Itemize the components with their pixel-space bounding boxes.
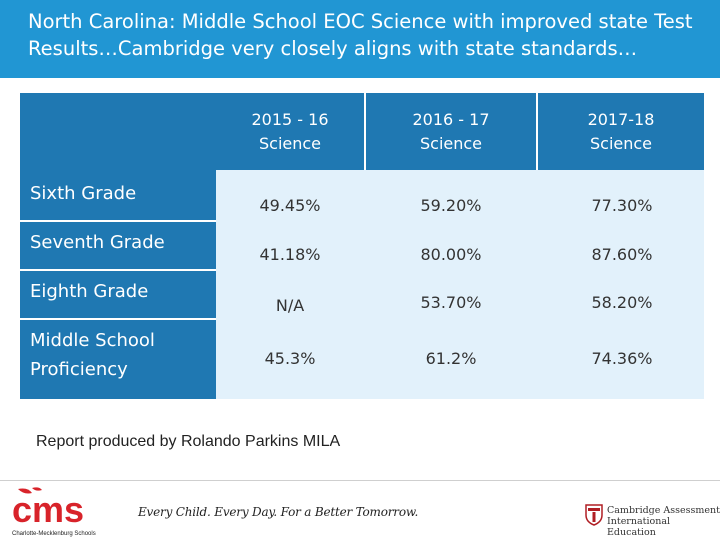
row-label-column (20, 170, 216, 399)
row-divider (20, 220, 216, 222)
table-cell: 41.18% (259, 245, 321, 264)
title-line-1: North Carolina: Middle School EOC Scienc… (28, 10, 693, 33)
column-header-subject: Science (258, 133, 322, 153)
column-header-2016-17: 2016 - 17 Science (366, 93, 536, 170)
leaf-icon (18, 488, 32, 494)
title-line-2: Results…Cambridge very closely aligns wi… (28, 37, 638, 60)
column-header-subject: Science (589, 133, 653, 153)
district-tagline: Every Child. Every Day. For a Better Tom… (138, 505, 419, 519)
column-header-2017-18: 2017-18 Science (538, 93, 704, 170)
cambridge-line-2: International Education (607, 516, 671, 538)
column-header-subject: Science (419, 133, 483, 153)
header-divider (364, 93, 366, 170)
column-header-2015-16: 2015 - 16 Science (216, 93, 364, 170)
column-header-year: 2017-18 (587, 109, 655, 129)
column-header-year: 2016 - 17 (412, 109, 490, 129)
table-cell: 74.36% (591, 349, 653, 368)
table-cell: 77.30% (591, 196, 653, 215)
header-divider (536, 93, 538, 170)
table-cell: 45.3% (264, 349, 316, 368)
page-title: North Carolina: Middle School EOC Scienc… (28, 8, 718, 62)
row-divider (20, 318, 216, 320)
table-cell: 87.60% (591, 245, 653, 264)
table-cell: 61.2% (425, 349, 477, 368)
row-label-line: Middle School (30, 330, 155, 351)
table-corner-cell (20, 93, 216, 170)
cambridge-shield-icon (585, 504, 603, 526)
table-cell: 59.20% (420, 196, 482, 215)
cms-logo-text: cms (12, 489, 84, 530)
title-bar (0, 0, 720, 78)
footer-divider (0, 480, 720, 481)
cms-logo-subtitle: Charlotte-Mecklenburg Schools (12, 531, 96, 537)
table-cell: 58.20% (591, 293, 653, 312)
report-credit: Report produced by Rolando Parkins MILA (36, 433, 341, 450)
table-cell: 80.00% (420, 245, 482, 264)
row-divider (20, 269, 216, 271)
row-label-line: Proficiency (30, 359, 128, 380)
row-label-seventh-grade: Seventh Grade (30, 232, 165, 253)
row-label-eighth-grade: Eighth Grade (30, 281, 149, 302)
leaf-icon (32, 487, 42, 491)
table-cell: 49.45% (259, 196, 321, 215)
row-label-sixth-grade: Sixth Grade (30, 183, 137, 204)
row-label-middle-school-proficiency: Middle School Proficiency (30, 326, 210, 384)
cms-logo: cms Charlotte-Mecklenburg Schools (10, 486, 130, 538)
column-header-year: 2015 - 16 (251, 109, 329, 129)
table-cell: N/A (275, 296, 305, 315)
cambridge-line-1: Cambridge Assessment (607, 505, 720, 516)
table-cell: 53.70% (420, 293, 482, 312)
